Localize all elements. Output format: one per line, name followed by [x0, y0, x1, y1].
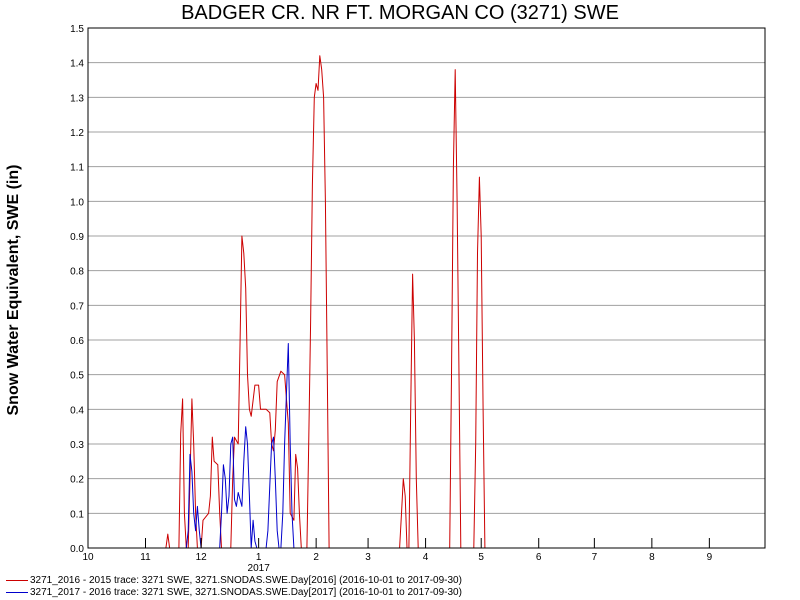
x-tick-label: 9: [707, 552, 713, 563]
y-tick-label: 0.8: [70, 267, 84, 278]
y-tick-label: 1.0: [70, 197, 84, 208]
y-tick-label: 1.4: [70, 59, 84, 70]
legend-entry-1: 3271_2016 - 2015 trace: 3271 SWE, 3271.S…: [6, 575, 462, 586]
y-tick-label: 0.0: [70, 544, 84, 555]
y-tick-label: 0.9: [70, 232, 84, 243]
x-tick-label: 2: [313, 552, 319, 563]
x-tick-label: 6: [536, 552, 542, 563]
x-tick-label: 7: [592, 552, 598, 563]
y-tick-label: 0.6: [70, 336, 84, 347]
x-tick-label: 5: [478, 552, 484, 563]
y-tick-label: 0.7: [70, 301, 84, 312]
y-tick-label: 1.3: [70, 93, 84, 104]
legend-label-1: 3271_2016 - 2015 trace: 3271 SWE, 3271.S…: [30, 575, 462, 586]
y-tick-label: 1.1: [70, 163, 84, 174]
legend-swatch-blue: [6, 591, 28, 593]
legend-label-2: 3271_2017 - 2016 trace: 3271 SWE, 3271.S…: [30, 587, 462, 598]
y-tick-label: 1.5: [70, 24, 84, 35]
grid-lines: [88, 62, 765, 514]
y-tick-label: 0.4: [70, 405, 84, 416]
y-tick-labels: 0.0 0.1 0.2 0.3 0.4 0.5 0.6 0.7 0.8 0.9 1.0 1.1 1.2 1…: [70, 24, 84, 555]
y-tick-label: 0.1: [70, 509, 84, 520]
y-tick-label: 0.3: [70, 440, 84, 451]
plot-frame: [87, 27, 766, 549]
x-tick-label: 1: [256, 552, 262, 563]
series-layer: [165, 55, 486, 549]
series-line-1: [165, 55, 486, 549]
legend-swatch-red: [6, 579, 28, 581]
x-year-label: 2017: [248, 563, 271, 574]
plot-border: [87, 27, 766, 549]
x-tick-label: 10: [82, 552, 94, 563]
x-tick-label: 8: [649, 552, 655, 563]
legend-entry-2: 3271_2017 - 2016 trace: 3271 SWE, 3271.S…: [6, 587, 462, 598]
chart-title: BADGER CR. NR FT. MORGAN CO (3271) SWE: [181, 2, 619, 24]
y-tick-label: 0.2: [70, 475, 84, 486]
x-tick-label: 11: [140, 552, 151, 563]
y-tick-label: 0.5: [70, 371, 84, 382]
x-tick-label: 3: [365, 552, 371, 563]
y-tick-label: 1.2: [70, 128, 84, 139]
x-tick-label: 12: [196, 552, 208, 563]
x-tick-label: 4: [423, 552, 429, 563]
